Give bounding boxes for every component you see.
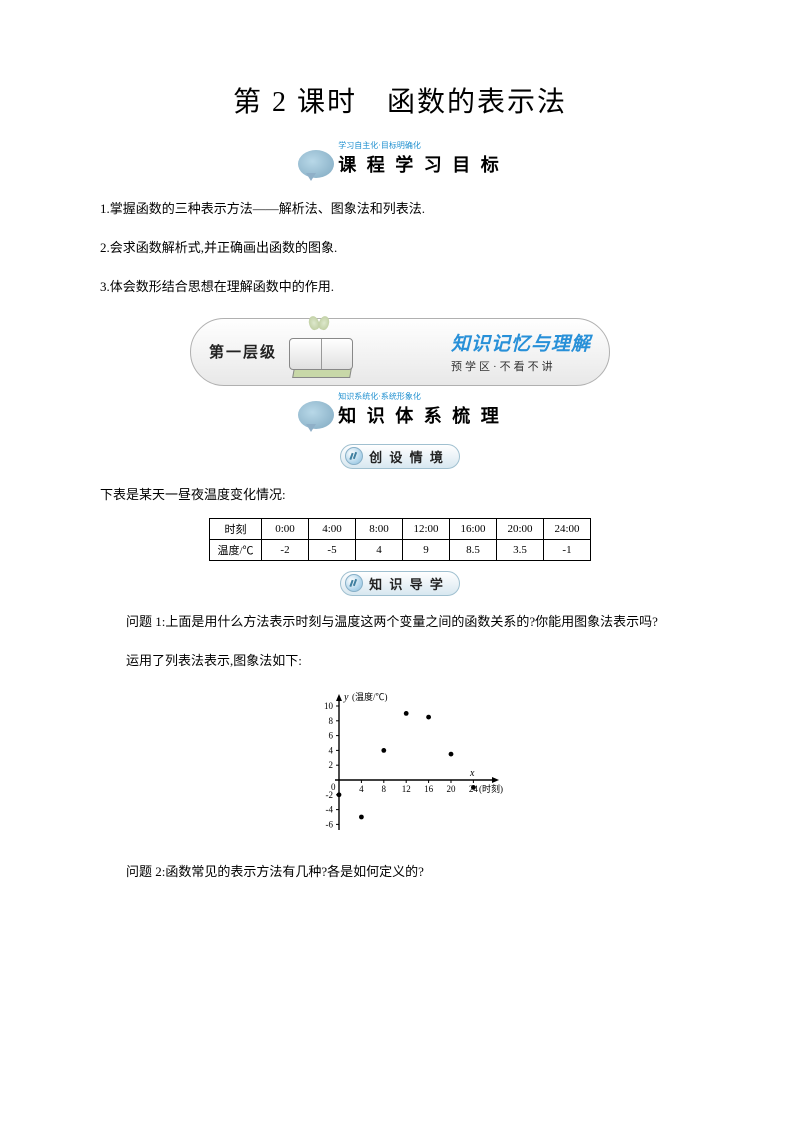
temperature-table: 时刻 0:00 4:00 8:00 12:00 16:00 20:00 24:0… <box>100 518 700 561</box>
level-title: 知识记忆与理解 <box>451 329 591 356</box>
table-cell: 12:00 <box>403 518 450 539</box>
svg-text:4: 4 <box>359 784 364 794</box>
svg-text:-6: -6 <box>326 820 334 830</box>
page-title: 第 2 课时 函数的表示法 <box>100 80 700 120</box>
svg-text:4: 4 <box>329 746 334 756</box>
svg-text:0: 0 <box>331 782 336 792</box>
level-sub: 预学区·不看不讲 <box>451 358 591 374</box>
table-cell: 4:00 <box>309 518 356 539</box>
svg-text:12: 12 <box>402 784 411 794</box>
temperature-chart: 108642-2-4-64812162024y(温度/℃)x(时刻)0 <box>100 688 700 838</box>
answer-1: 运用了列表法表示,图象法如下: <box>100 645 700 676</box>
svg-text:8: 8 <box>382 784 387 794</box>
pill-knowledge-guide: 知 识 导 学 <box>100 571 700 596</box>
svg-text:2: 2 <box>329 760 334 770</box>
table-cell: 8.5 <box>450 539 497 560</box>
banner-text-2: 知 识 体 系 梳 理 <box>338 402 502 428</box>
question-2: 问题 2:函数常见的表示方法有几种?各是如何定义的? <box>100 856 700 887</box>
table-cell: 9 <box>403 539 450 560</box>
pill-label-1: 创 设 情 境 <box>369 447 445 466</box>
level-banner: 第一层级 知识记忆与理解 预学区·不看不讲 <box>100 318 700 386</box>
svg-text:20: 20 <box>447 784 457 794</box>
question-1: 问题 1:上面是用什么方法表示时刻与温度这两个变量之间的函数关系的?你能用图象法… <box>100 606 700 637</box>
svg-text:10: 10 <box>324 701 334 711</box>
table-cell: 24:00 <box>544 518 591 539</box>
svg-text:-4: -4 <box>326 805 334 815</box>
banner-sub-2: 知识系统化·系统形象化 <box>338 391 421 402</box>
table-cell: -5 <box>309 539 356 560</box>
table-cell: 8:00 <box>356 518 403 539</box>
context-intro: 下表是某天一昼夜温度变化情况: <box>100 479 700 510</box>
svg-text:x: x <box>469 768 475 779</box>
speech-bubble-icon <box>298 401 334 429</box>
svg-text:8: 8 <box>329 716 334 726</box>
banner-learning-objectives: 学习自主化·目标明确化 课 程 学 习 目 标 <box>100 150 700 178</box>
pill-create-context: 创 设 情 境 <box>100 444 700 469</box>
level-label: 第一层级 <box>209 341 277 362</box>
svg-text:y: y <box>343 692 349 703</box>
table-rowhead-time: 时刻 <box>210 518 262 539</box>
pill-label-2: 知 识 导 学 <box>369 574 445 593</box>
clock-icon <box>345 574 363 592</box>
objective-1: 1.掌握函数的三种表示方法——解析法、图象法和列表法. <box>100 193 700 224</box>
table-cell: 0:00 <box>262 518 309 539</box>
table-cell: 4 <box>356 539 403 560</box>
banner-text: 课 程 学 习 目 标 <box>338 151 502 177</box>
svg-text:6: 6 <box>329 731 334 741</box>
banner-knowledge-system: 知识系统化·系统形象化 知 识 体 系 梳 理 <box>100 401 700 429</box>
speech-bubble-icon <box>298 150 334 178</box>
table-cell: -1 <box>544 539 591 560</box>
table-cell: -2 <box>262 539 309 560</box>
objective-3: 3.体会数形结合思想在理解函数中的作用. <box>100 271 700 302</box>
clock-icon <box>345 447 363 465</box>
scatter-chart-svg: 108642-2-4-64812162024y(温度/℃)x(时刻)0 <box>295 688 505 838</box>
table-rowhead-temp: 温度/℃ <box>210 539 262 560</box>
svg-text:(时刻): (时刻) <box>479 783 503 794</box>
svg-text:16: 16 <box>424 784 434 794</box>
svg-text:(温度/℃): (温度/℃) <box>352 691 388 702</box>
table-cell: 3.5 <box>497 539 544 560</box>
objective-2: 2.会求函数解析式,并正确画出函数的图象. <box>100 232 700 263</box>
banner-sub: 学习自主化·目标明确化 <box>338 140 421 151</box>
table-cell: 16:00 <box>450 518 497 539</box>
book-icon <box>287 322 357 382</box>
table-cell: 20:00 <box>497 518 544 539</box>
